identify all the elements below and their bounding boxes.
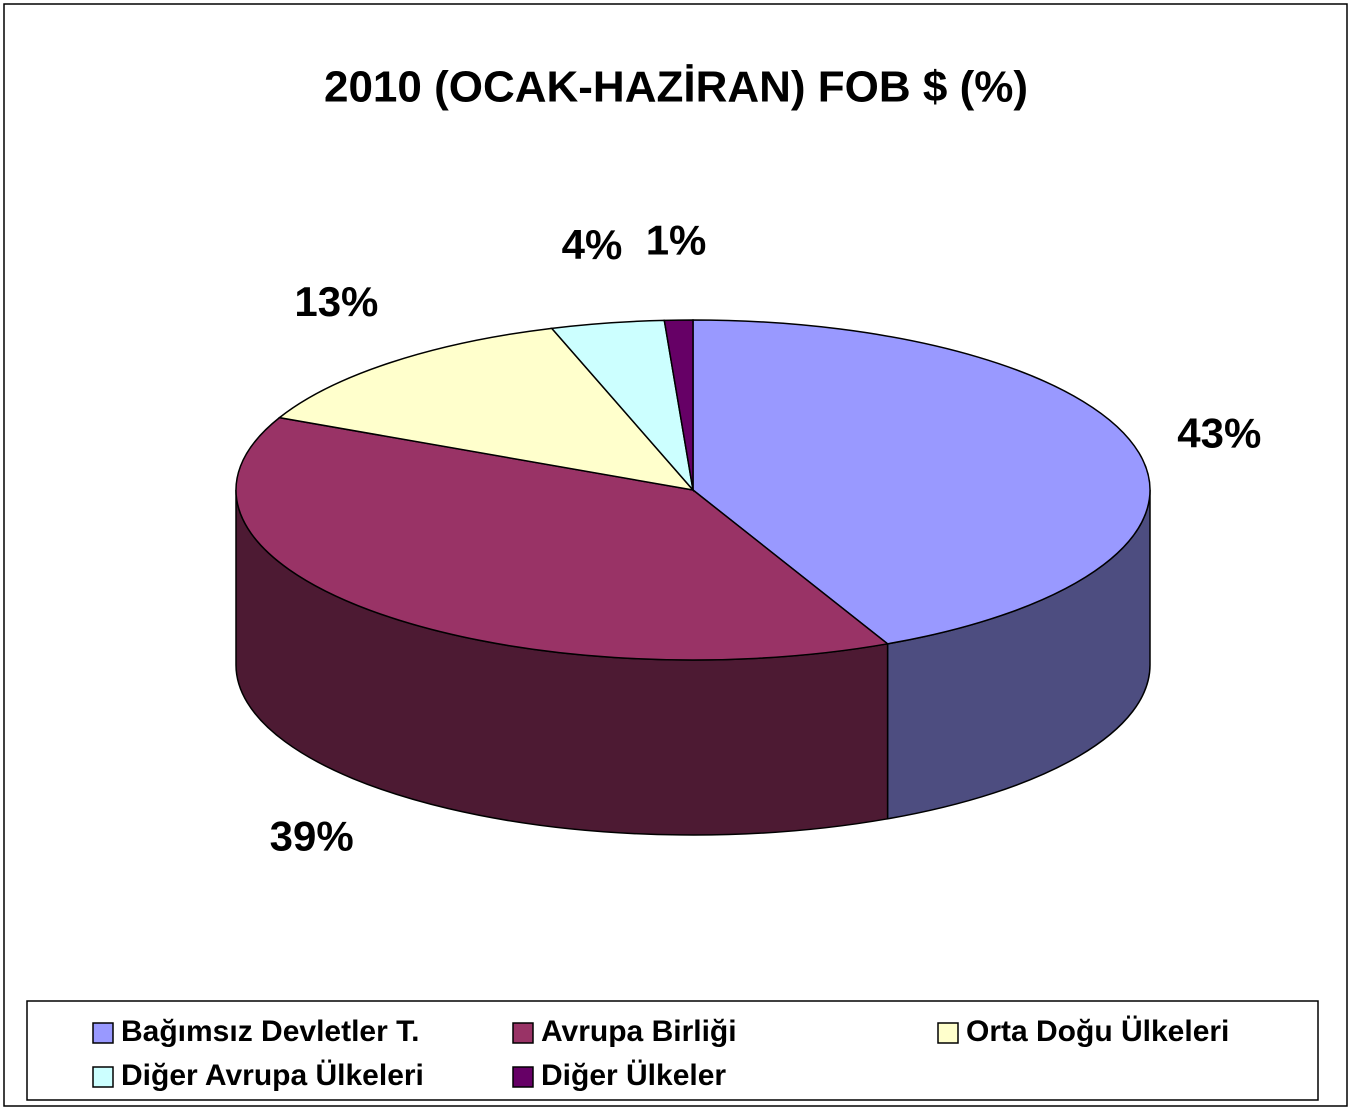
data-label: 39% bbox=[270, 812, 354, 859]
legend-label: Diğer Ülkeler bbox=[541, 1059, 726, 1092]
data-label: 1% bbox=[646, 217, 707, 264]
legend-label: Bağımsız Devletler T. bbox=[121, 1015, 419, 1048]
slice bbox=[692, 319, 1151, 645]
data-label: 13% bbox=[294, 278, 378, 325]
chart-title: 2010 (OCAK-HAZİRAN) FOB $ (%) bbox=[324, 63, 1028, 112]
legend-box bbox=[26, 1000, 1319, 1101]
data-label: 43% bbox=[1177, 409, 1261, 456]
legend-label: Diğer Avrupa Ülkeleri bbox=[121, 1059, 424, 1092]
legend-swatch bbox=[92, 1022, 114, 1044]
data-label: 4% bbox=[562, 221, 623, 268]
slice bbox=[277, 327, 695, 492]
legend-swatch bbox=[512, 1022, 534, 1044]
legend-label: Orta Doğu Ülkeleri bbox=[966, 1015, 1229, 1048]
slice bbox=[235, 416, 890, 661]
legend-swatch bbox=[937, 1022, 959, 1044]
slice bbox=[663, 319, 694, 491]
legend-swatch bbox=[512, 1066, 534, 1088]
legend-swatch bbox=[92, 1066, 114, 1088]
legend-label: Avrupa Birliği bbox=[541, 1015, 737, 1048]
